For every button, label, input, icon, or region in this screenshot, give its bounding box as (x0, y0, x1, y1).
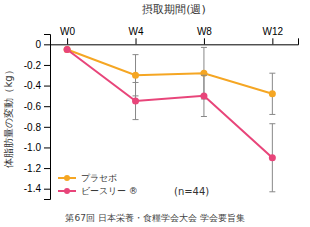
y-tick-mark (44, 44, 50, 45)
error-bar-cap (201, 116, 207, 117)
y-tick-label: -1.2 (24, 163, 42, 174)
x-tick-mark (67, 38, 68, 44)
y-tick-label: -0.4 (24, 80, 42, 91)
legend-item: ビースリー ® (58, 186, 138, 196)
x-tick: W0 (60, 26, 75, 44)
y-tick-mark (44, 147, 50, 148)
y-tick: -0.4 (24, 80, 50, 91)
y-axis-title: 体脂肪量の変動（kg） (3, 65, 14, 167)
point (132, 72, 139, 79)
legend-item: プラセボ (58, 173, 117, 183)
x-tick-label: W12 (263, 26, 284, 37)
x-tick-label: W4 (129, 26, 144, 37)
y-tick-mark (44, 168, 50, 169)
x-tick-mark (136, 38, 137, 44)
y-tick: -0.6 (24, 101, 50, 112)
point (132, 98, 139, 105)
y-tick-mark (44, 86, 50, 87)
series (64, 46, 276, 192)
point (200, 70, 207, 77)
error-bar-cap (269, 114, 275, 115)
legend: プラセボビースリー ® (58, 173, 138, 196)
y-tick: -1.4 (24, 183, 50, 194)
y-tick-label: -0.8 (24, 122, 42, 133)
plot: 0 -0.2 -0.4 -0.6 -0.8 -1.0 -1.2 -1.4 W0 W4 W8 W12 プラ… (24, 26, 299, 199)
y-tick-label: -0.6 (24, 101, 42, 112)
y-tick: -1.2 (24, 163, 50, 174)
y-tick: -0.8 (24, 122, 50, 133)
legend-label: ビースリー ® (81, 186, 138, 196)
y-tick: -1.0 (24, 142, 50, 153)
error-bar (269, 124, 275, 192)
point (269, 90, 276, 97)
error-bar (201, 75, 207, 116)
x-tick: W12 (263, 26, 284, 44)
y-tick-mark (44, 106, 50, 107)
error-bar-cap (201, 47, 207, 48)
x-tick-mark (272, 38, 273, 44)
title: 摂取期間(週) (142, 3, 206, 16)
y-axis: 0 -0.2 -0.4 -0.6 -0.8 -1.0 -1.2 -1.4 (24, 35, 51, 200)
y-tick-mark (44, 65, 50, 66)
y-tick-label: -1.0 (24, 142, 42, 153)
series (64, 46, 276, 114)
error-bar-cap (269, 123, 275, 124)
y-tick-mark (44, 127, 50, 128)
series-line (67, 49, 272, 157)
error-bar-cap (269, 73, 275, 74)
legend-marker (64, 175, 70, 181)
y-axis-line (44, 35, 51, 200)
error-bar-cap (269, 191, 275, 192)
error-bar-cap (133, 82, 139, 83)
footer: 第67回 日本栄養・食糧学会大会 学会要旨集 (65, 213, 244, 223)
x-axis: W0 W4 W8 W12 (51, 26, 299, 45)
y-tick-mark (44, 189, 50, 190)
point (200, 92, 207, 99)
error-bar (133, 82, 139, 119)
x-tick-label: W8 (197, 26, 212, 37)
error-bar-cap (201, 75, 207, 76)
y-tick-label: 0 (35, 39, 41, 50)
point (64, 46, 71, 53)
point (269, 154, 276, 161)
legend-label: プラセボ (81, 173, 117, 183)
x-tick: W4 (129, 26, 144, 44)
y-tick-label: -0.2 (24, 60, 42, 71)
y-tick-label: -1.4 (24, 183, 42, 194)
x-tick: W8 (197, 26, 212, 44)
legend-marker (64, 188, 70, 194)
error-bar-cap (133, 119, 139, 120)
chart: 0 -0.2 -0.4 -0.6 -0.8 -1.0 -1.2 -1.4 W0 W4 W8 W12 プラ… (0, 0, 310, 227)
point (64, 46, 71, 53)
data-layer (64, 46, 276, 192)
error-bar (269, 73, 275, 114)
x-tick-label: W0 (60, 26, 75, 37)
y-tick: -0.2 (24, 60, 50, 71)
y-tick: 0 (35, 39, 50, 50)
x-axis-line (51, 38, 299, 45)
x-tick-mark (204, 38, 205, 44)
error-bar-cap (133, 54, 139, 55)
annotation: (n=44) (174, 186, 209, 197)
